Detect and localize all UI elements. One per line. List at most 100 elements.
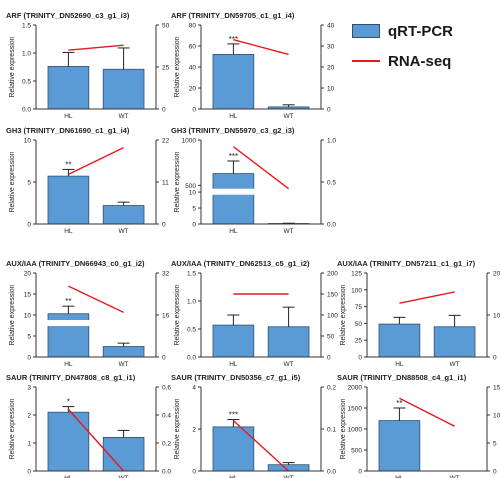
y-tick-label: 15: [24, 292, 32, 299]
x-tick-label: HL: [229, 361, 238, 368]
legend-item-qrt-pcr: qRT-PCR: [352, 22, 453, 40]
y-tick-label: 2000: [348, 385, 363, 392]
bar-swatch-icon: [352, 24, 380, 38]
chart-title: SAUR (TRINITY_DN47808_c8_g1_i1): [6, 373, 136, 382]
significance-label: **: [65, 297, 71, 306]
y-axis-label: Relative expression: [9, 398, 16, 459]
chart-title: AUX/IAA (TRINITY_DN66943_c0_g1_i2): [6, 259, 145, 268]
chart-panel-10: SAUR (TRINITY_DN88508_c4_g1_i1)**0500100…: [337, 373, 500, 478]
y-tick-label: 1500: [348, 406, 363, 413]
legend-item-rna-seq: RNA-seq: [352, 52, 451, 70]
y-axis-label: Relative expression: [9, 36, 16, 97]
y-tick-label: 0.5: [187, 327, 196, 334]
y2-tick-label: 0.0: [327, 222, 336, 229]
chart-panel-8: SAUR (TRINITY_DN47808_c8_g1_i1) * 0 1 2 3 0.0 0…: [6, 373, 171, 478]
y2-tick-label: 10: [493, 313, 500, 320]
y-tick-label: 1.5: [22, 23, 31, 30]
y-axis-label: Relative expression: [340, 284, 347, 345]
y2-tick-label: 0.1: [327, 427, 336, 434]
significance-label: ***: [229, 411, 238, 420]
significance-label: ***: [229, 152, 238, 161]
y-tick-label: 0: [192, 107, 196, 114]
axis-break: [197, 188, 257, 195]
y2-tick-label: 11: [162, 180, 169, 187]
chart-panel-2: ARF (TRINITY_DN59705_c1_g1_i4) *** 0 20 40 60…: [171, 11, 335, 120]
legend: qRT-PCR RNA-seq: [352, 22, 498, 82]
significance-label: **: [396, 399, 402, 408]
x-tick-label: HL: [229, 113, 238, 120]
y-axis-label: Relative expression: [174, 151, 181, 212]
y-tick-label: 50: [355, 321, 363, 328]
bar-wt: [433, 326, 476, 358]
x-tick-label: HL: [229, 228, 238, 235]
y2-tick-label: 0: [162, 107, 166, 114]
y2-tick-label: 0: [493, 469, 497, 476]
y-tick-label: 1000: [182, 138, 197, 145]
rna-seq-line: [68, 285, 124, 314]
y-tick-label: 40: [189, 65, 197, 72]
rna-seq-line: [399, 291, 455, 304]
y2-tick-label: 1.0: [327, 138, 336, 145]
bar-wt: [102, 436, 145, 472]
significance-label: *: [67, 398, 70, 407]
x-tick-label: HL: [64, 475, 73, 478]
y-tick-label: 10: [24, 138, 32, 145]
rna-seq-line: [399, 397, 455, 427]
y2-tick-label: 0.5: [327, 180, 336, 187]
x-tick-label: WT: [450, 475, 460, 478]
y2-tick-label: 0.0: [162, 469, 171, 476]
y-tick-label: 4: [192, 385, 196, 392]
y2-tick-label: 100: [327, 313, 338, 320]
x-tick-label: WT: [450, 361, 460, 368]
chart-title: GH3 (TRINITY_DN55970_c3_g2_i3): [171, 126, 295, 135]
y-tick-label: 3: [27, 385, 31, 392]
x-tick-label: HL: [395, 361, 404, 368]
y-tick-label: 0.0: [187, 355, 196, 362]
y2-tick-label: 200: [327, 271, 338, 278]
y-axis-label: Relative expression: [340, 398, 347, 459]
y-tick-label: 1.0: [187, 299, 196, 306]
chart-panel-9: SAUR (TRINITY_DN50356_c7_g1_i5) *** 0 2 4 0.0…: [171, 373, 336, 478]
x-tick-label: WT: [284, 228, 294, 235]
chart-title: SAUR (TRINITY_DN50356_c7_g1_i5): [171, 373, 301, 382]
y-tick-label: 2: [192, 427, 196, 434]
y-tick-label: 0: [358, 469, 362, 476]
y2-tick-label: 5: [493, 441, 497, 448]
y-axis-label: Relative expression: [9, 151, 16, 212]
y-axis-label: Relative expression: [174, 398, 181, 459]
y-axis-label: Relative expression: [174, 36, 181, 97]
rna-seq-line: [67, 408, 125, 472]
y2-tick-label: 0.2: [327, 385, 336, 392]
x-tick-label: HL: [229, 475, 238, 478]
chart-title: GH3 (TRINITY_DN61690_c1_g1_i4): [6, 126, 130, 135]
chart-panel-7: AUX/IAA (TRINITY_DN57211_c1_g1_i7) 0 25 50 7…: [337, 259, 500, 368]
chart-panel-1: ARF (TRINITY_DN52690_c3_g1_i3) 0.0 0.5 1.0 1…: [6, 11, 170, 120]
bar-wt: [102, 346, 145, 358]
y-tick-label: 2: [27, 413, 31, 420]
y2-tick-label: 20: [493, 271, 500, 278]
y-tick-label: 0: [27, 469, 31, 476]
x-tick-label: HL: [64, 361, 73, 368]
y2-tick-label: 0: [493, 355, 497, 362]
y-tick-label: 0: [358, 355, 362, 362]
bar-wt: [102, 205, 145, 225]
x-tick-label: WT: [284, 361, 294, 368]
y-tick-label: 1.5: [187, 271, 196, 278]
y-tick-label: 1.0: [22, 51, 31, 58]
y-tick-label: 0.5: [22, 79, 31, 86]
y-tick-label: 5: [27, 334, 31, 341]
x-tick-label: WT: [119, 361, 129, 368]
y2-tick-label: 0.2: [162, 441, 171, 448]
y2-tick-label: 32: [162, 271, 170, 278]
x-tick-label: HL: [395, 475, 404, 478]
rna-seq-line: [68, 147, 124, 175]
bar-wt: [102, 68, 145, 110]
chart-title: AUX/IAA (TRINITY_DN62513_c5_g1_i2): [171, 259, 310, 268]
y2-tick-label: 150: [327, 292, 338, 299]
bar-hl: [212, 173, 255, 225]
bar-hl: [212, 426, 255, 472]
x-tick-label: WT: [284, 113, 294, 120]
y2-tick-label: 10: [327, 86, 335, 93]
significance-label: **: [65, 160, 71, 169]
